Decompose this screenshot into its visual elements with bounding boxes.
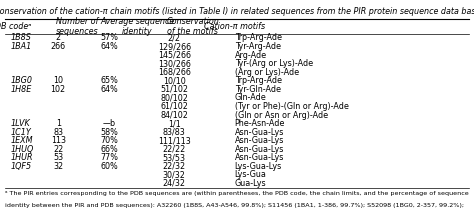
Text: 30/32: 30/32 bbox=[163, 170, 186, 180]
Text: Cation-π motifs: Cation-π motifs bbox=[204, 22, 265, 31]
Text: 65%: 65% bbox=[100, 76, 118, 85]
Text: 1HUQ: 1HUQ bbox=[10, 145, 34, 154]
Text: (Gln or Asn or Arg)-Ade: (Gln or Asn or Arg)-Ade bbox=[235, 110, 328, 120]
Text: 1HUR: 1HUR bbox=[10, 153, 33, 162]
Text: Average sequence
identity: Average sequence identity bbox=[100, 17, 174, 36]
Text: 145/266: 145/266 bbox=[158, 51, 191, 59]
Text: Gln-Ade: Gln-Ade bbox=[235, 93, 266, 102]
Text: 102: 102 bbox=[51, 85, 66, 94]
Text: 24/32: 24/32 bbox=[163, 179, 186, 188]
Text: Trp-Arg-Ade: Trp-Arg-Ade bbox=[235, 33, 282, 42]
Text: 1: 1 bbox=[55, 119, 61, 128]
Text: 130/266: 130/266 bbox=[158, 59, 191, 68]
Text: 1H8E: 1H8E bbox=[10, 85, 32, 94]
Text: 84/102: 84/102 bbox=[160, 110, 188, 120]
Text: 1QF5: 1QF5 bbox=[10, 162, 31, 171]
Text: Tyr-Gln-Ade: Tyr-Gln-Ade bbox=[235, 85, 281, 94]
Text: 80/102: 80/102 bbox=[160, 93, 188, 102]
Text: 1B8S: 1B8S bbox=[10, 33, 31, 42]
Text: 83: 83 bbox=[53, 128, 63, 137]
Text: Arg-Ade: Arg-Ade bbox=[235, 51, 267, 59]
Text: —b: —b bbox=[103, 119, 116, 128]
Text: 266: 266 bbox=[51, 42, 66, 51]
Text: 111/113: 111/113 bbox=[158, 136, 191, 145]
Text: 22/22: 22/22 bbox=[163, 145, 186, 154]
Text: 1BA1: 1BA1 bbox=[10, 42, 32, 51]
Text: Number of
sequences: Number of sequences bbox=[55, 17, 98, 36]
Text: 22: 22 bbox=[53, 145, 64, 154]
Text: Asn-Gua-Lys: Asn-Gua-Lys bbox=[235, 136, 284, 145]
Text: 61/102: 61/102 bbox=[160, 102, 188, 111]
Text: 22/32: 22/32 bbox=[163, 162, 186, 171]
Text: ᵃ The PIR entries corresponding to the PDB sequences are (within parentheses, th: ᵃ The PIR entries corresponding to the P… bbox=[5, 191, 468, 196]
Text: Trp-Arg-Ade: Trp-Arg-Ade bbox=[235, 76, 282, 85]
Text: Tyr-(Arg or Lys)-Ade: Tyr-(Arg or Lys)-Ade bbox=[235, 59, 313, 68]
Text: 10/10: 10/10 bbox=[163, 76, 186, 85]
Text: 168/266: 168/266 bbox=[158, 68, 191, 77]
Text: Lys-Gua: Lys-Gua bbox=[235, 170, 266, 180]
Text: Conservation
of the motifs: Conservation of the motifs bbox=[166, 17, 219, 36]
Text: Asn-Gua-Lys: Asn-Gua-Lys bbox=[235, 153, 284, 162]
Text: 129/266: 129/266 bbox=[158, 42, 191, 51]
Text: Lys-Gua-Lys: Lys-Gua-Lys bbox=[235, 162, 282, 171]
Text: PDB codeᵃ: PDB codeᵃ bbox=[0, 22, 31, 31]
Text: 1LVK: 1LVK bbox=[10, 119, 30, 128]
Text: 10: 10 bbox=[53, 76, 63, 85]
Text: 58%: 58% bbox=[100, 128, 118, 137]
Text: 1BG0: 1BG0 bbox=[10, 76, 32, 85]
Text: Asn-Gua-Lys: Asn-Gua-Lys bbox=[235, 145, 284, 154]
Text: 83/83: 83/83 bbox=[163, 128, 186, 137]
Text: Asn-Gua-Lys: Asn-Gua-Lys bbox=[235, 128, 284, 137]
Text: 60%: 60% bbox=[100, 162, 118, 171]
Text: 77%: 77% bbox=[100, 153, 118, 162]
Text: 1EXM: 1EXM bbox=[10, 136, 33, 145]
Text: 53/53: 53/53 bbox=[163, 153, 186, 162]
Text: 32: 32 bbox=[53, 162, 63, 171]
Text: (Arg or Lys)-Ade: (Arg or Lys)-Ade bbox=[235, 68, 299, 77]
Text: 66%: 66% bbox=[100, 145, 118, 154]
Text: 51/102: 51/102 bbox=[160, 85, 188, 94]
Text: 70%: 70% bbox=[100, 136, 118, 145]
Text: Gua-Lys: Gua-Lys bbox=[235, 179, 266, 188]
Text: identity between the PIR and PDB sequences): A32260 (1B8S, A43-A546, 99.8%); S11: identity between the PIR and PDB sequenc… bbox=[5, 203, 464, 208]
Text: 113: 113 bbox=[51, 136, 66, 145]
Text: 1C1Y: 1C1Y bbox=[10, 128, 31, 137]
Text: 64%: 64% bbox=[100, 85, 118, 94]
Text: 2: 2 bbox=[55, 33, 61, 42]
Text: 64%: 64% bbox=[100, 42, 118, 51]
Text: Conservation of the cation-π chain motifs (listed in Table I) in related sequenc: Conservation of the cation-π chain motif… bbox=[0, 7, 474, 16]
Text: Phe-Asn-Ade: Phe-Asn-Ade bbox=[235, 119, 285, 128]
Text: 1/1: 1/1 bbox=[168, 119, 181, 128]
Text: (Tyr or Phe)-(Gln or Arg)-Ade: (Tyr or Phe)-(Gln or Arg)-Ade bbox=[235, 102, 348, 111]
Text: 53: 53 bbox=[53, 153, 63, 162]
Text: 57%: 57% bbox=[100, 33, 118, 42]
Text: Tyr-Arg-Ade: Tyr-Arg-Ade bbox=[235, 42, 281, 51]
Text: 2/2: 2/2 bbox=[168, 33, 181, 42]
